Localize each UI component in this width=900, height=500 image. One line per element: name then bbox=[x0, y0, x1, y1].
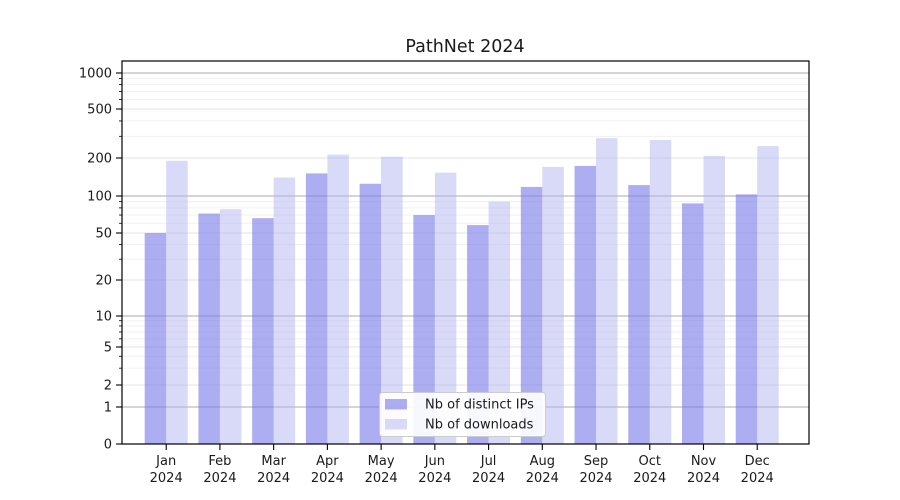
bars-layer bbox=[144, 138, 779, 445]
legend-label-downloads: Nb of downloads bbox=[425, 418, 534, 433]
x-tick-label: Oct 2024 bbox=[633, 454, 666, 486]
legend-box bbox=[379, 392, 546, 437]
bar-downloads-jun bbox=[434, 172, 457, 444]
y-tick-label: 200 bbox=[87, 152, 112, 167]
y-tick-label: 20 bbox=[95, 274, 112, 289]
bar-downloads-nov bbox=[703, 155, 725, 444]
x-tick-label: Feb 2024 bbox=[203, 454, 236, 486]
bar-distinct-ips-may bbox=[359, 183, 382, 445]
y-tick-label: 0 bbox=[104, 438, 112, 453]
y-tick-label: 500 bbox=[87, 103, 112, 118]
bar-distinct-ips-jan bbox=[144, 233, 167, 444]
bar-downloads-mar bbox=[273, 177, 296, 445]
bar-distinct-ips-jul bbox=[467, 225, 489, 444]
x-tick-label: Aug 2024 bbox=[526, 454, 559, 486]
bar-downloads-feb bbox=[219, 209, 242, 444]
x-tick-label: Mar 2024 bbox=[257, 454, 290, 486]
tick-marks-layer bbox=[116, 72, 758, 450]
bar-downloads-jul bbox=[488, 201, 511, 444]
bar-distinct-ips-dec bbox=[735, 194, 758, 444]
chart-title: PathNet 2024 bbox=[405, 37, 524, 57]
bar-downloads-aug bbox=[542, 166, 564, 445]
y-tick-label: 1000 bbox=[79, 67, 112, 82]
x-tick-label: Apr 2024 bbox=[311, 454, 344, 486]
legend-label-distinct-ips: Nb of distinct IPs bbox=[425, 398, 534, 413]
x-tick-label: Jul 2024 bbox=[472, 454, 505, 486]
bar-distinct-ips-aug bbox=[520, 186, 543, 445]
bar-distinct-ips-mar bbox=[252, 218, 274, 444]
bar-distinct-ips-feb bbox=[198, 213, 220, 444]
y-tick-label: 2 bbox=[104, 379, 112, 394]
legend: Nb of distinct IPs Nb of downloads bbox=[379, 392, 546, 437]
bar-distinct-ips-sep bbox=[574, 165, 597, 444]
tick-labels-layer: 0 1 2 5 10 20 50 100 200 500 1000 Jan 2024 Feb 2024 Mar… bbox=[79, 67, 774, 487]
bar-distinct-ips-apr bbox=[305, 173, 328, 444]
bar-downloads-apr bbox=[327, 154, 349, 444]
x-tick-label: Jan 2024 bbox=[150, 454, 183, 486]
bar-downloads-dec bbox=[757, 146, 779, 444]
bar-distinct-ips-oct bbox=[628, 185, 650, 444]
y-tick-label: 5 bbox=[104, 341, 112, 356]
bar-downloads-jan bbox=[166, 160, 188, 445]
bar-distinct-ips-jun bbox=[413, 215, 435, 444]
bar-downloads-may bbox=[381, 156, 403, 445]
y-tick-label: 1 bbox=[104, 401, 112, 416]
plot-frame bbox=[121, 60, 810, 445]
x-tick-label: Jun 2024 bbox=[418, 454, 451, 486]
y-tick-label: 50 bbox=[95, 227, 112, 242]
y-tick-label: 10 bbox=[95, 310, 112, 325]
y-tick-label: 100 bbox=[87, 190, 112, 205]
x-tick-label: Dec 2024 bbox=[741, 454, 774, 486]
legend-swatch-distinct-ips bbox=[385, 399, 407, 410]
x-tick-label: Sep 2024 bbox=[579, 454, 612, 486]
x-tick-label: Nov 2024 bbox=[687, 454, 720, 486]
bar-downloads-sep bbox=[596, 138, 618, 444]
bar-distinct-ips-nov bbox=[682, 203, 704, 444]
x-tick-label: May 2024 bbox=[365, 454, 398, 486]
bar-downloads-oct bbox=[649, 140, 672, 444]
legend-swatch-downloads bbox=[385, 419, 407, 430]
